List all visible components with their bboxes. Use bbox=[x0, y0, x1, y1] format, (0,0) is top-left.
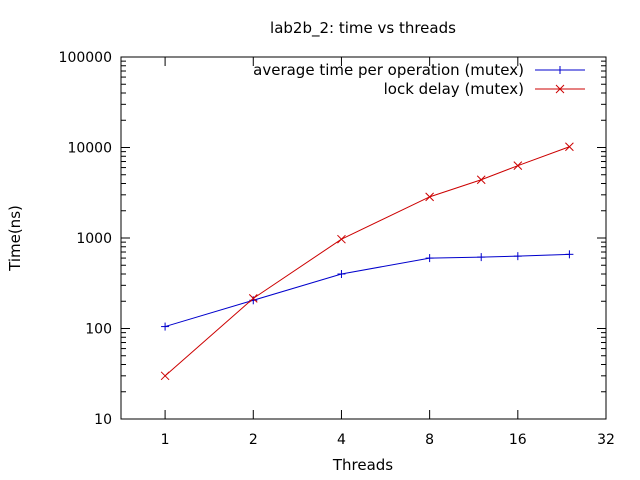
data-point-2 bbox=[248, 294, 258, 303]
data-point-1 bbox=[565, 250, 574, 259]
chart-title: lab2b_2: time vs threads bbox=[270, 19, 456, 38]
data-point-1 bbox=[337, 270, 346, 279]
data-point-1 bbox=[425, 254, 434, 263]
data-point-1 bbox=[161, 322, 170, 331]
legend-label-1: average time per operation (mutex) bbox=[253, 61, 524, 79]
data-point-2 bbox=[425, 192, 434, 202]
data-point-2 bbox=[476, 175, 486, 185]
series-layer bbox=[160, 142, 574, 381]
legend-label-2: lock delay (mutex) bbox=[384, 80, 524, 98]
data-point-2 bbox=[160, 371, 170, 381]
y-tick-label: 10 bbox=[94, 412, 112, 428]
x-tick-label: 2 bbox=[249, 432, 258, 448]
data-point-1 bbox=[477, 253, 486, 262]
y-tick-label: 10000 bbox=[67, 141, 112, 157]
x-tick-label: 32 bbox=[597, 432, 615, 448]
plot-frame bbox=[120, 56, 607, 420]
data-point-2 bbox=[513, 161, 523, 171]
x-tick-label: 8 bbox=[425, 432, 434, 448]
x-tick-label: 1 bbox=[161, 432, 170, 448]
y-tick-label: 100000 bbox=[59, 50, 112, 66]
legend-swatch-1 bbox=[535, 66, 585, 74]
x-axis: 1 2 4 8 16 32 bbox=[161, 57, 615, 448]
y-axis-label: Time(ns) bbox=[6, 205, 24, 272]
y-tick-label: 1000 bbox=[76, 231, 112, 247]
x-tick-label: 16 bbox=[509, 432, 527, 448]
x-axis-label: Threads bbox=[332, 456, 393, 474]
legend: average time per operation (mutex)lock d… bbox=[253, 61, 585, 98]
series-line-1 bbox=[164, 253, 570, 328]
x-tick-label: 4 bbox=[337, 432, 346, 448]
y-axis: 10 100 1000 10000 100000 bbox=[59, 50, 606, 428]
data-point-2 bbox=[565, 142, 574, 152]
data-point-2 bbox=[337, 234, 346, 244]
legend-swatch-2 bbox=[535, 84, 585, 94]
data-point-1 bbox=[513, 252, 522, 261]
series-line-2 bbox=[164, 146, 570, 377]
y-tick-label: 100 bbox=[85, 322, 112, 338]
